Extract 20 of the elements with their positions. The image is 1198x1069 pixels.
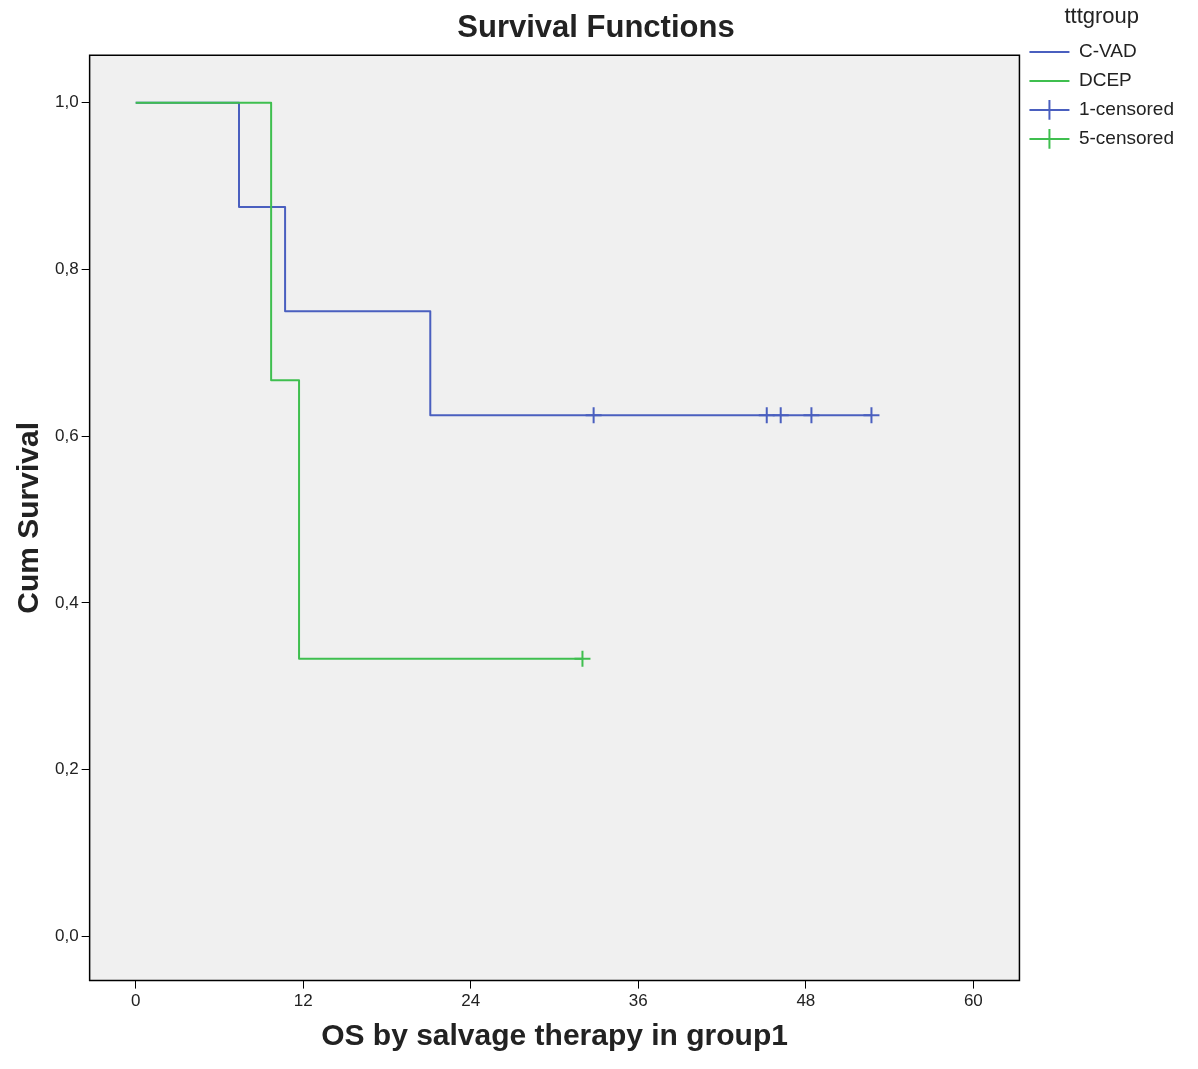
legend-label: C-VAD [1078,40,1137,62]
y-tick-label: 1,0 [54,92,79,112]
x-tick-label: 48 [796,991,816,1011]
legend-label: DCEP [1078,69,1132,91]
y-tick-label: 0,8 [54,259,79,279]
y-axis-title: Cum Survival [11,422,45,614]
legend-title: tttgroup [1064,3,1140,29]
x-tick-label: 24 [461,991,481,1011]
y-tick-label: 0,2 [54,759,79,779]
y-tick-label: 0,0 [54,926,79,946]
x-axis-title: OS by salvage therapy in group1 [321,1018,788,1052]
legend-label: 5-censored [1078,127,1175,149]
x-tick-label: 0 [130,991,141,1011]
y-tick-label: 0,4 [54,592,79,612]
chart-title: Survival Functions [457,9,735,45]
y-tick-label: 0,6 [54,425,79,445]
x-tick-label: 60 [963,991,983,1011]
x-tick-label: 36 [628,991,648,1011]
x-tick-label: 12 [293,991,313,1011]
legend-label: 1-censored [1078,98,1175,120]
